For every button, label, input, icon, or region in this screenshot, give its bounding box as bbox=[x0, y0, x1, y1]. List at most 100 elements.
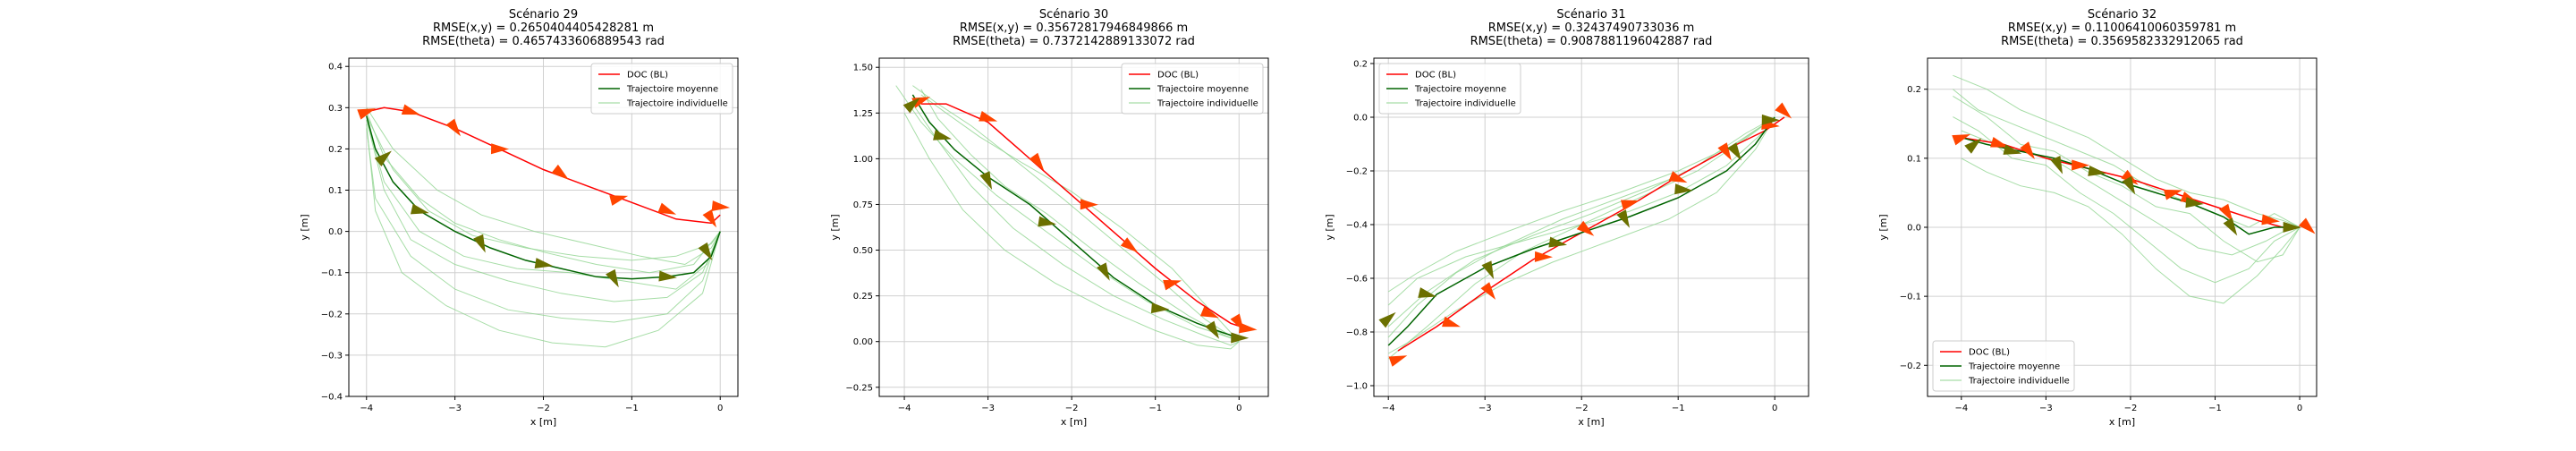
y-tick-label: 0.2 bbox=[328, 145, 343, 155]
x-axis-label: x [m] bbox=[1061, 416, 1087, 428]
mean-orientation-arrow bbox=[1727, 142, 1741, 161]
y-tick-label: 1.50 bbox=[853, 64, 873, 73]
legend-box bbox=[1121, 63, 1264, 115]
legend-label: Trajectoire individuelle bbox=[1157, 99, 1258, 109]
mean-orientation-arrow bbox=[1378, 311, 1396, 328]
x-tick-label: −1 bbox=[1148, 404, 1162, 413]
doc-orientation-arrow bbox=[490, 143, 510, 155]
y-tick-label: −0.1 bbox=[321, 268, 343, 278]
individual-trajectory-line bbox=[366, 115, 721, 261]
mean-orientation-arrow bbox=[902, 98, 920, 114]
doc-orientation-arrow bbox=[445, 118, 462, 137]
chart-title-line: Scénario 30 bbox=[1039, 8, 1108, 21]
legend: DOC (BL) Trajectoire moyenne Trajectoire i… bbox=[1121, 63, 1264, 115]
y-tick-label: 0.50 bbox=[853, 246, 873, 256]
y-tick-label: −0.2 bbox=[1346, 167, 1368, 177]
doc-orientation-arrow bbox=[1775, 102, 1792, 119]
mean-orientation-arrow bbox=[2122, 175, 2136, 195]
individual-trajectory-line bbox=[366, 128, 721, 323]
chart-title-line: RMSE(theta) = 0.9087881196042887 rad bbox=[1470, 35, 1713, 48]
mean-orientation-arrow bbox=[1231, 332, 1250, 344]
x-tick-label: −1 bbox=[625, 404, 639, 413]
y-tick-label: 0.1 bbox=[1907, 154, 1921, 164]
y-tick-label: −0.2 bbox=[321, 310, 343, 319]
doc-orientation-arrow bbox=[1080, 199, 1098, 210]
chart-title-line: RMSE(x,y) = 0.35672817946849866 m bbox=[960, 21, 1188, 35]
axes-frame bbox=[1373, 57, 1809, 397]
y-tick-label: −1.0 bbox=[1346, 382, 1368, 392]
doc-orientation-arrow bbox=[2020, 141, 2035, 159]
mean-trajectory-line bbox=[1961, 136, 2301, 235]
individual-trajectory-line bbox=[1953, 74, 2301, 228]
individual-trajectory-line bbox=[903, 113, 1240, 350]
legend-box bbox=[1378, 63, 1521, 115]
chart-title-line: RMSE(x,y) = 0.32437490733036 m bbox=[1488, 21, 1695, 35]
doc-orientation-arrow bbox=[609, 195, 629, 206]
doc-orientation-arrow bbox=[357, 108, 377, 120]
y-tick-label: 0.1 bbox=[328, 186, 343, 196]
y-tick-label: 0.75 bbox=[853, 200, 873, 210]
legend-label: Trajectoire individuelle bbox=[1414, 99, 1516, 109]
individual-trajectory-line bbox=[1387, 116, 1775, 354]
x-tick-label: −2 bbox=[2124, 404, 2138, 413]
mean-orientation-arrow bbox=[979, 171, 993, 190]
y-axis-label: y [m] bbox=[299, 214, 310, 240]
chart-panel-3: −4 −3 −2 −1 0 −1.0 −0.8 −0.6 −0.4 −0.2 0.0 0.2 x [m]… bbox=[1324, 8, 1809, 428]
x-tick-label: −4 bbox=[898, 404, 911, 413]
individual-trajectory-line bbox=[366, 119, 721, 302]
y-tick-label: 0.4 bbox=[328, 63, 343, 72]
mean-orientation-arrow bbox=[473, 234, 486, 253]
mean-orientation-arrow bbox=[2050, 155, 2063, 174]
chart-title-line: Scénario 31 bbox=[1556, 8, 1625, 21]
mean-orientation-arrow bbox=[1616, 209, 1630, 228]
x-tick-label: 0 bbox=[2297, 404, 2302, 413]
y-axis-label: y [m] bbox=[1877, 214, 1889, 240]
axes-frame bbox=[878, 57, 1269, 397]
chart-title-line: RMSE(theta) = 0.7372142889133072 rad bbox=[953, 35, 1195, 48]
x-tick-label: −3 bbox=[981, 404, 995, 413]
doc-orientation-arrow bbox=[2218, 203, 2233, 223]
doc-orientation-arrow bbox=[1239, 322, 1258, 334]
doc-orientation-arrow bbox=[1480, 282, 1496, 300]
legend-box bbox=[1932, 340, 2075, 392]
legend-label: Trajectoire moyenne bbox=[626, 85, 718, 95]
chart-title-line: RMSE(theta) = 0.3569582332912065 rad bbox=[2001, 35, 2243, 48]
x-axis-label: x [m] bbox=[530, 416, 556, 428]
individual-trajectory-line bbox=[1387, 116, 1775, 293]
doc-orientation-arrow bbox=[1199, 306, 1219, 319]
legend-label: Trajectoire moyenne bbox=[1968, 362, 2060, 372]
mean-orientation-arrow bbox=[1205, 320, 1220, 339]
legend-label: DOC (BL) bbox=[1969, 348, 2010, 358]
doc-orientation-arrow bbox=[2072, 159, 2090, 171]
doc-orientation-arrow bbox=[1163, 279, 1182, 291]
legend: DOC (BL) Trajectoire moyenne Trajectoire i… bbox=[590, 63, 733, 115]
mean-orientation-arrow bbox=[2003, 144, 2022, 155]
mean-orientation-arrow bbox=[1038, 216, 1056, 227]
mean-orientation-arrow bbox=[1418, 287, 1437, 298]
y-tick-label: −0.25 bbox=[845, 383, 873, 393]
legend-label: Trajectoire individuelle bbox=[1968, 377, 2070, 387]
y-tick-label: −0.4 bbox=[321, 393, 343, 403]
doc-orientation-arrow bbox=[2163, 189, 2182, 200]
y-axis-label: y [m] bbox=[1324, 214, 1335, 240]
individual-trajectory-line bbox=[366, 119, 721, 290]
y-tick-label: 0.0 bbox=[1353, 114, 1368, 123]
x-axis-label: x [m] bbox=[2109, 416, 2135, 428]
y-tick-label: −0.8 bbox=[1346, 328, 1368, 338]
y-tick-label: 0.2 bbox=[1907, 85, 1921, 95]
doc-orientation-arrow bbox=[551, 164, 569, 180]
x-tick-label: −3 bbox=[448, 404, 462, 413]
mean-orientation-arrow bbox=[1674, 183, 1693, 195]
mean-orientation-arrow bbox=[2185, 197, 2204, 208]
y-tick-label: 0.0 bbox=[1907, 224, 1921, 234]
doc-orientation-arrow bbox=[1442, 316, 1461, 328]
doc-trajectory-line bbox=[920, 103, 1248, 330]
y-tick-label: 0.2 bbox=[1353, 60, 1368, 70]
y-tick-label: 1.00 bbox=[853, 155, 873, 165]
y-tick-label: 0.25 bbox=[853, 292, 873, 302]
doc-orientation-arrow bbox=[657, 202, 677, 215]
doc-orientation-arrow bbox=[401, 104, 420, 115]
chart-panel-4: −4 −3 −2 −1 0 −0.2 −0.1 0.0 0.1 0.2 x [m] y [m] Scén… bbox=[1877, 8, 2318, 428]
mean-orientation-arrow bbox=[534, 258, 554, 269]
